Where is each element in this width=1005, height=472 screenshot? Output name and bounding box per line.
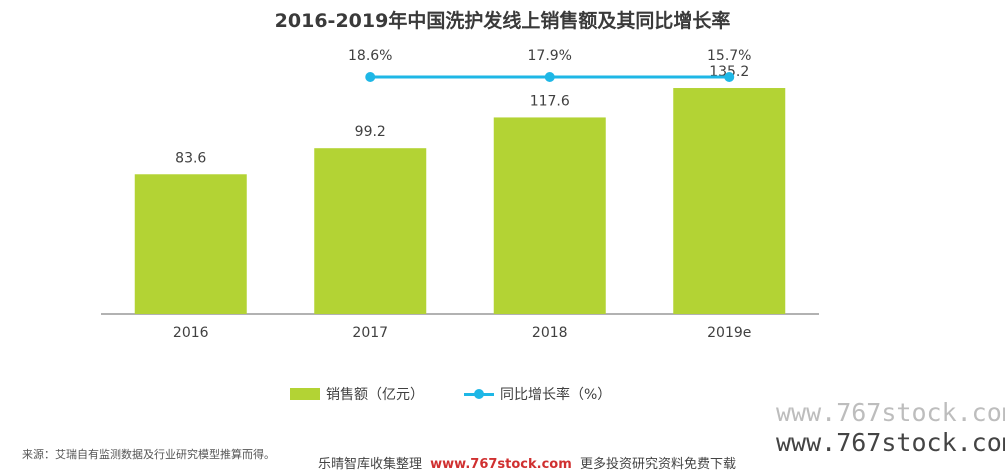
x-tick-label-2017: 2017: [352, 325, 388, 341]
promo-prefix: 乐晴智库收集整理: [318, 457, 423, 472]
promo-banner: 乐晴智库收集整理 www.767stock.com 更多投资研究资料免费下载: [318, 453, 736, 472]
growth-label-2019e: 15.7%: [707, 48, 751, 64]
legend-swatch-growth: [464, 388, 494, 400]
growth-point-2018: [544, 72, 555, 82]
bar-2018: [493, 117, 606, 314]
bar-label-2016: 83.6: [175, 150, 206, 166]
bar-label-2018: 117.6: [530, 93, 570, 109]
bar-label-2017: 99.2: [355, 124, 386, 140]
watermark-top: www.767stock.com: [776, 398, 1005, 427]
legend-label-sales: 销售额（亿元）: [326, 387, 424, 403]
x-tick-label-2018: 2018: [532, 325, 568, 341]
legend-swatch-sales: [290, 388, 320, 400]
growth-label-2017: 18.6%: [348, 48, 392, 64]
bar-2017: [314, 148, 427, 314]
bar-2016: [134, 174, 247, 314]
legend-label-growth: 同比增长率（%）: [500, 387, 612, 403]
promo-site: www.767stock.com: [430, 457, 572, 472]
chart-title: 2016-2019年中国洗护发线上销售额及其同比增长率: [274, 10, 731, 32]
growth-point-2019e: [724, 72, 735, 82]
source-note: 来源：艾瑞自有监测数据及行业研究模型推算而得。: [22, 448, 275, 461]
growth-point-2017: [365, 72, 376, 82]
growth-label-2018: 17.9%: [528, 48, 572, 64]
promo-suffix: 更多投资研究资料免费下载: [579, 457, 736, 472]
bar-2019e: [673, 88, 786, 314]
x-tick-label-2019e: 2019e: [707, 325, 751, 341]
legend-item-growth: 同比增长率（%）: [464, 384, 611, 404]
legend-item-sales: 销售额（亿元）: [290, 384, 424, 404]
legend: 销售额（亿元） 同比增长率（%）: [290, 384, 651, 404]
watermark-bottom: www.767stock.com: [776, 428, 1005, 457]
x-tick-label-2016: 2016: [173, 325, 209, 341]
